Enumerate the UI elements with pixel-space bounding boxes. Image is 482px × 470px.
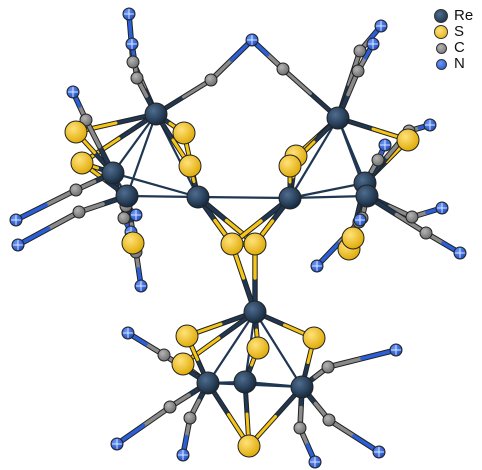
- sulfur-atom: [246, 336, 270, 360]
- carbon-atom: [157, 348, 171, 362]
- rhenium-atom: [233, 370, 257, 394]
- sulfur-atom: [70, 151, 94, 175]
- sulfur-atom: [171, 352, 195, 376]
- carbon-atom: [163, 400, 177, 414]
- carbon-atom: [353, 44, 367, 58]
- nitrogen-atom: [129, 208, 143, 222]
- nitrogen-atom: [245, 33, 259, 47]
- legend: Re S C N: [434, 8, 480, 72]
- nitrogen-atom: [308, 455, 322, 469]
- legend-row-n: N: [434, 56, 480, 72]
- carbon-atom-icon: [436, 42, 447, 54]
- sulfur-atom: [396, 128, 420, 152]
- carbon-atom: [126, 55, 140, 69]
- metal-metal-bond: [253, 310, 304, 389]
- ligand-bond: [325, 347, 399, 370]
- nitrogen-atom: [121, 326, 135, 340]
- carbon-atom: [321, 360, 335, 374]
- carbon-atom: [204, 73, 218, 87]
- carbon-atom: [130, 71, 144, 85]
- nitrogen-atom: [11, 238, 25, 252]
- sulfur-atom: [302, 326, 326, 350]
- nitrogen-atom-icon: [436, 58, 447, 70]
- nitrogen-atom: [353, 213, 367, 227]
- carbon-atom: [351, 64, 365, 78]
- rhenium-atom: [101, 161, 125, 185]
- rhenium-atom-icon: [434, 9, 448, 23]
- carbon-atom: [276, 62, 290, 76]
- metal-metal-bond: [111, 171, 200, 199]
- metal-metal-bond: [206, 310, 257, 385]
- nitrogen-atom: [366, 37, 380, 51]
- nitrogen-atom: [9, 213, 23, 227]
- metal-sulfur-bond: [246, 384, 305, 449]
- sulfur-atom: [243, 232, 267, 256]
- metal-metal-bond: [288, 181, 367, 200]
- nitrogen-atom: [310, 259, 324, 273]
- rhenium-atom: [290, 375, 314, 399]
- carbon-atom: [183, 411, 197, 425]
- nitrogen-atom: [389, 343, 403, 357]
- nitrogen-atom: [110, 437, 124, 451]
- sulfur-atom: [121, 231, 145, 255]
- legend-label-c: C: [454, 39, 465, 56]
- carbon-atom: [72, 205, 86, 219]
- carbon-atom: [322, 413, 336, 427]
- nitrogen-atom: [122, 7, 136, 21]
- legend-label-re: Re: [454, 7, 474, 24]
- rhenium-atom: [278, 186, 302, 210]
- legend-row-re: Re: [434, 8, 480, 24]
- sulfur-atom: [175, 324, 199, 348]
- legend-label-s: S: [454, 23, 465, 40]
- rhenium-atom: [355, 184, 379, 208]
- sulfur-atom: [172, 121, 196, 145]
- sulfur-atom: [341, 226, 365, 250]
- ligand-bond: [326, 417, 382, 455]
- rhenium-atom: [243, 300, 267, 324]
- legend-row-c: C: [434, 40, 480, 56]
- sulfur-atom: [178, 154, 202, 178]
- nitrogen-atom: [423, 118, 437, 132]
- nitrogen-atom: [176, 448, 190, 462]
- nitrogen-atom: [134, 279, 148, 293]
- rhenium-atom: [196, 371, 220, 395]
- carbon-atom: [293, 421, 307, 435]
- nitrogen-atom: [66, 85, 80, 99]
- ligand-bond: [208, 37, 255, 83]
- metal-metal-bond: [288, 194, 369, 200]
- sulfur-atom: [237, 434, 261, 458]
- legend-label-n: N: [454, 55, 465, 72]
- carbon-atom: [371, 153, 385, 167]
- metal-metal-bond: [196, 195, 292, 200]
- carbon-atom: [69, 183, 83, 197]
- metal-metal-bond: [288, 116, 340, 200]
- rhenium-atom: [326, 106, 350, 130]
- carbon-atom: [419, 226, 433, 240]
- nitrogen-atom: [453, 246, 467, 260]
- legend-row-s: S: [434, 24, 480, 40]
- rhenium-atom: [186, 185, 210, 209]
- sulfur-atom-icon: [434, 25, 448, 39]
- rhenium-atom: [115, 184, 139, 208]
- sulfur-atom: [278, 154, 302, 178]
- nitrogen-atom: [435, 201, 449, 215]
- carbon-atom: [117, 211, 131, 225]
- carbon-atom: [405, 210, 419, 224]
- metal-metal-bond: [125, 112, 158, 198]
- nitrogen-atom: [372, 445, 386, 459]
- sulfur-atom: [220, 232, 244, 256]
- nitrogen-atom: [125, 37, 139, 51]
- nitrogen-atom: [374, 19, 388, 33]
- metal-metal-bond: [125, 194, 200, 199]
- ligand-bond: [114, 404, 173, 447]
- nitrogen-atom: [378, 138, 392, 152]
- rhenium-atom: [144, 102, 168, 126]
- sulfur-atom: [64, 120, 88, 144]
- atoms-layer: [9, 7, 467, 469]
- metal-metal-bond: [111, 112, 158, 175]
